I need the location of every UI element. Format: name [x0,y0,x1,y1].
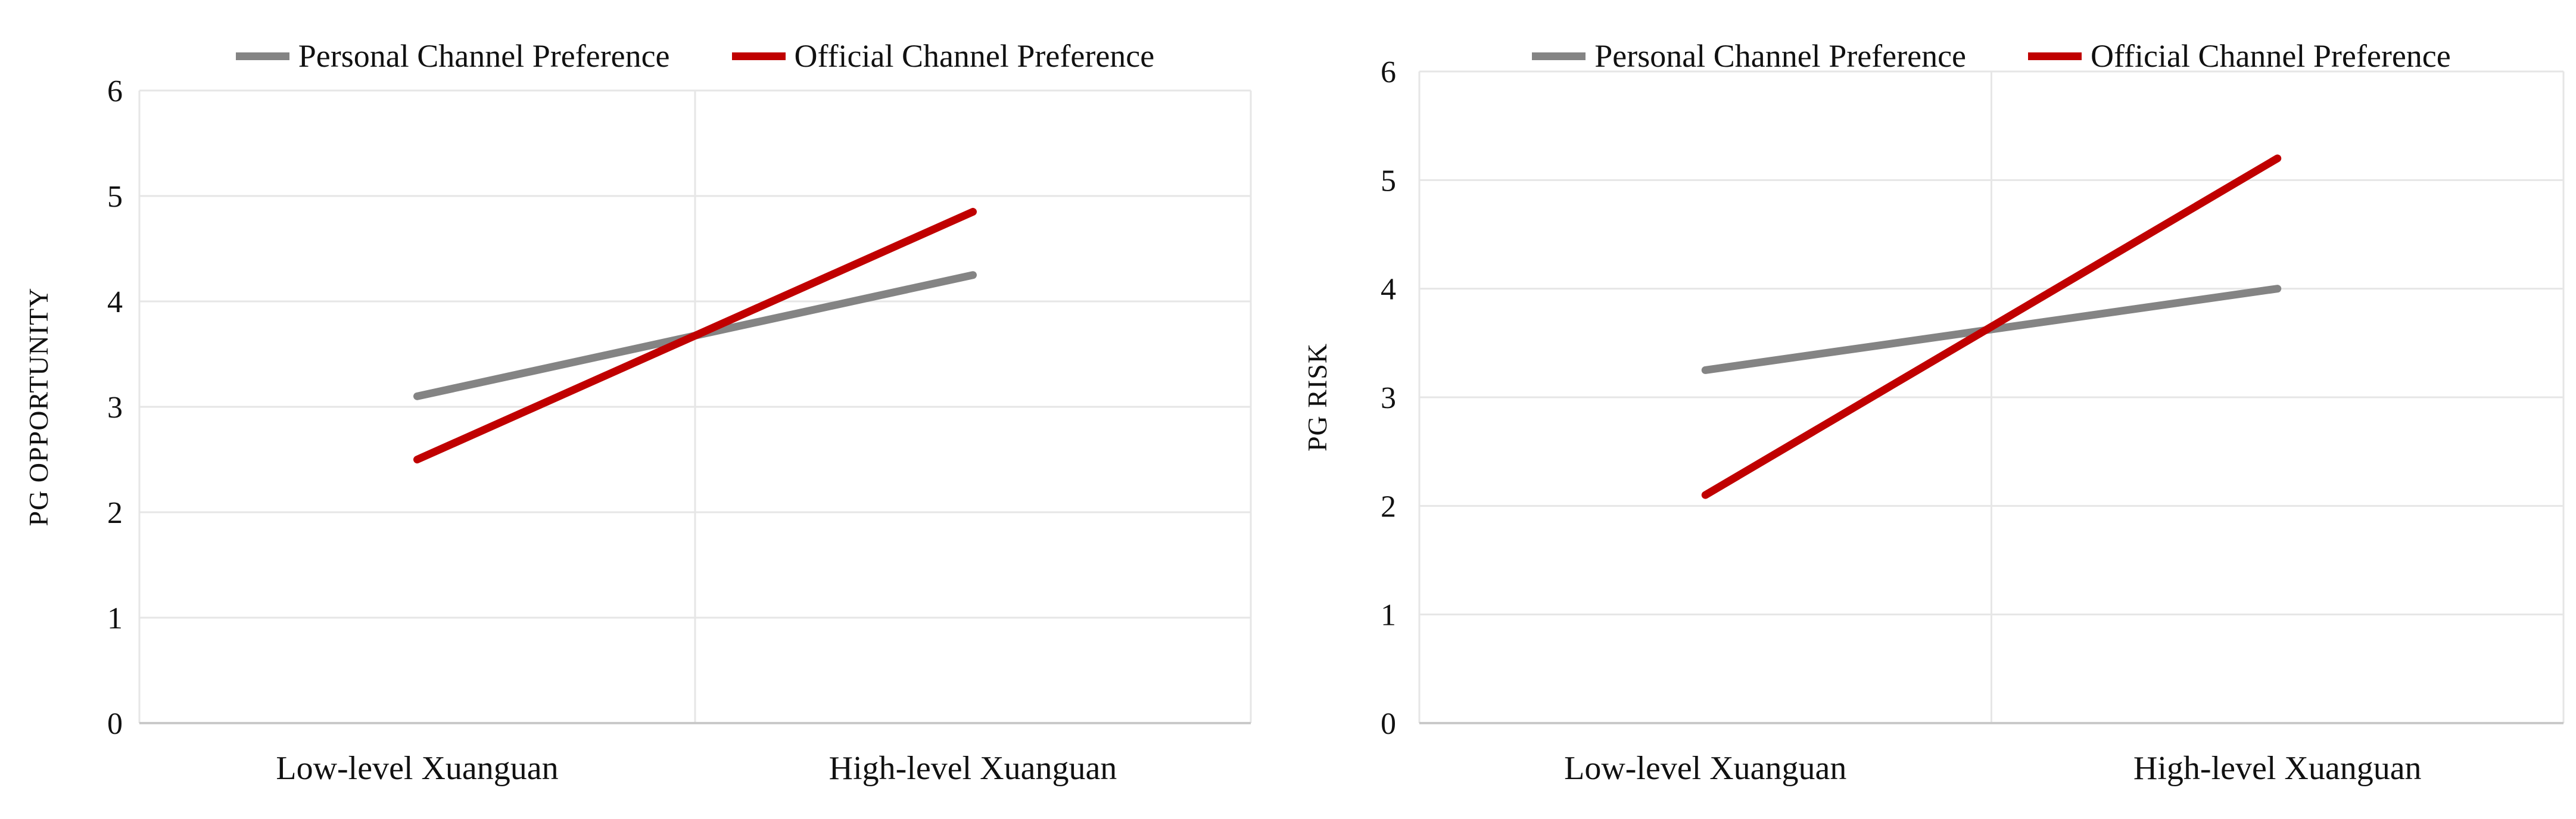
legend-label-official: Official Channel Preference [794,38,1155,74]
chart-pg-risk: Personal Channel Preference Official Cha… [1288,0,2575,819]
personal-line-swatch [1532,52,1586,60]
official-line-swatch [731,52,786,60]
chart-pg-opportunity: Personal Channel Preference Official Cha… [23,29,1252,787]
x-category-label-low-level-xuanguan: Low-level Xuanguan [1564,750,1846,787]
y-tick-label-3: 3 [107,391,123,425]
y-tick-label-3: 3 [1381,381,1396,415]
y-tick-label-4: 4 [1381,273,1396,307]
legend-item-personal: Personal Channel Preference [1532,40,1966,72]
series-line-official-channel-preference [1701,154,2282,499]
y-axis-title: PG RISK [1302,343,1332,451]
y-tick-label-0: 0 [1381,707,1396,741]
pg-opportunity-plot: 0 1 2 3 4 5 6 Low-level Xuanguan High-level Xuan… [23,74,1252,787]
pg-risk-plot: 0 1 2 3 4 5 6 Low-level Xuanguan High-level Xuan… [1302,55,2565,787]
series-line-official-channel-preference [413,208,977,463]
legend: Personal Channel Preference Official Cha… [1419,29,2563,83]
legend-label-personal: Personal Channel Preference [298,38,670,74]
x-category-label-high-level-xuanguan: High-level Xuanguan [829,750,1117,787]
y-tick-label-4: 4 [107,285,123,319]
y-tick-label-5: 5 [1381,164,1396,198]
y-axis-title: PG OPPORTUNITY [23,287,54,526]
x-category-label-high-level-xuanguan: High-level Xuanguan [2133,750,2422,787]
y-tick-label-2: 2 [1381,490,1396,524]
y-tick-label-0: 0 [107,707,123,741]
x-category-label-low-level-xuanguan: Low-level Xuanguan [276,750,558,787]
y-tick-label-6: 6 [1381,55,1396,89]
legend-label-official: Official Channel Preference [2091,38,2451,74]
legend-item-official: Official Channel Preference [2028,40,2451,72]
personal-line-swatch [235,52,289,60]
y-tick-label-1: 1 [107,602,123,636]
legend: Personal Channel Preference Official Cha… [139,29,1251,83]
y-tick-label-1: 1 [1381,599,1396,633]
y-tick-label-5: 5 [107,180,123,214]
legend-item-personal: Personal Channel Preference [235,38,670,74]
y-tick-label-2: 2 [107,496,123,530]
legend-item-official: Official Channel Preference [731,38,1155,74]
y-tick-label-6: 6 [107,74,123,108]
legend-label-personal: Personal Channel Preference [1594,38,1967,74]
official-line-swatch [2028,52,2082,60]
